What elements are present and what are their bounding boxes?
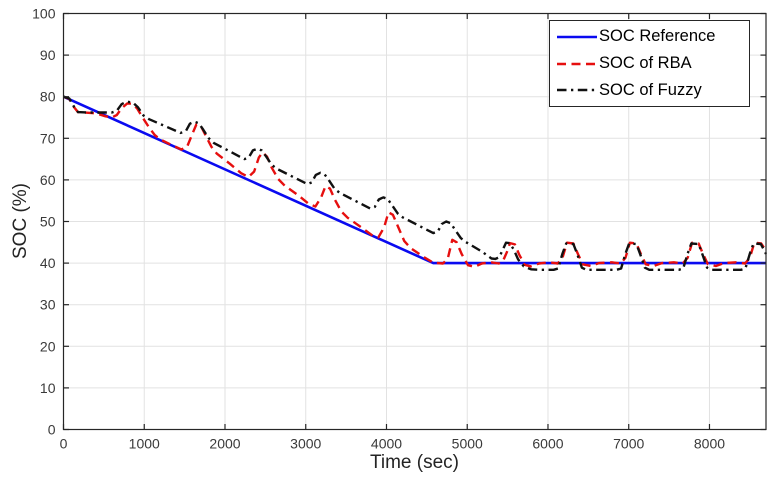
y-tick-label: 10 <box>40 380 56 396</box>
y-tick-label: 20 <box>40 338 56 354</box>
gridlines <box>63 13 766 430</box>
x-tick-label: 3000 <box>290 436 321 452</box>
series-line-soc-reference <box>62 95 766 265</box>
y-axis-label: SOC (%) <box>10 183 31 259</box>
legend-label: SOC of Fuzzy <box>599 80 702 99</box>
tick-labels: 0 1000 2000 3000 4000 5000 6000 7000 8000 0 10 20 30… <box>32 6 725 452</box>
legend-item-soc-of-fuzzy: SOC of Fuzzy <box>556 77 749 103</box>
legend: SOC Reference SOC of RBA SOC of Fuzzy <box>549 20 750 107</box>
y-tick-label: 0 <box>48 422 56 438</box>
x-tick-label: 4000 <box>371 436 402 452</box>
x-tick-label: 6000 <box>532 436 563 452</box>
x-tick-label: 8000 <box>694 436 725 452</box>
legend-line-sample-dashdot-icon <box>557 88 597 92</box>
series-line-soc-of-rba <box>63 95 767 268</box>
y-tick-label: 50 <box>40 214 56 230</box>
legend-line-sample-solid-icon <box>557 35 597 39</box>
x-tick-label: 0 <box>60 436 68 452</box>
x-tick-label: 5000 <box>452 436 483 452</box>
y-tick-label: 100 <box>32 6 56 22</box>
y-tick-label: 40 <box>40 255 56 271</box>
y-tick-label: 80 <box>40 89 56 105</box>
legend-label: SOC Reference <box>599 27 716 46</box>
y-tick-label: 60 <box>40 172 56 188</box>
x-tick-label: 1000 <box>129 436 160 452</box>
legend-item-soc-of-rba: SOC of RBA <box>556 51 749 77</box>
legend-line-sample-dashed-icon <box>557 62 597 65</box>
y-tick-label: 30 <box>40 297 56 313</box>
x-tick-label: 7000 <box>613 436 644 452</box>
legend-item-soc-reference: SOC Reference <box>556 24 749 50</box>
y-tick-label: 90 <box>40 47 56 63</box>
x-tick-label: 2000 <box>209 436 240 452</box>
legend-label: SOC of RBA <box>599 54 692 72</box>
x-axis-label: Time (sec) <box>369 452 460 473</box>
series-line-soc-of-fuzzy <box>63 95 768 271</box>
axes-box <box>62 12 767 431</box>
y-tick-label: 70 <box>40 130 56 146</box>
